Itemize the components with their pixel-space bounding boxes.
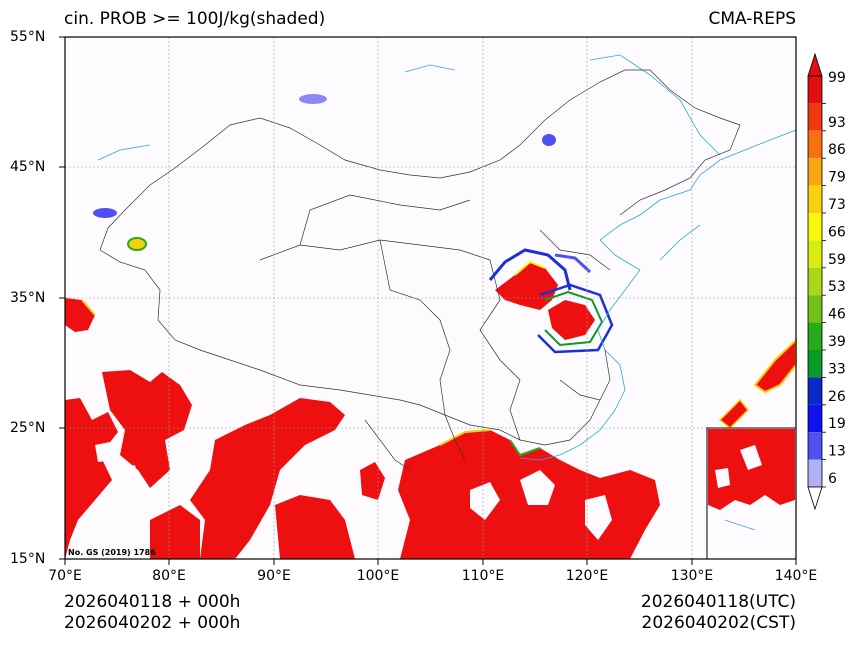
lat-label: 35°N (10, 290, 46, 306)
valid-time-utc: 2026040118(UTC) (640, 592, 796, 612)
colorbar-segment (808, 267, 822, 296)
forecast-time-right: 2026040118(UTC) 2026040202(CST) (641, 592, 796, 634)
colorbar-label: 39 (828, 334, 846, 350)
lat-label: 55°N (10, 29, 46, 45)
init-plus-lead-utc: 2026040118 + 000h (64, 592, 241, 612)
colorbar-label: 86 (828, 142, 846, 158)
lon-label: 90°E (257, 568, 291, 584)
colorbar-segment (808, 103, 822, 131)
lat-label: 25°N (10, 420, 46, 436)
colorbar-segment (808, 76, 822, 104)
colorbar-label: 99 (828, 70, 846, 86)
colorbar-label: 6 (828, 471, 837, 487)
valid-time-cst: 2026040202(CST) (641, 613, 796, 633)
south-china-sea-inset (706, 427, 797, 560)
colorbar-segment (808, 240, 822, 268)
colorbar-label: 13 (828, 444, 846, 460)
colorbar-segment (808, 350, 822, 378)
tick-marks (59, 36, 797, 565)
colorbar-segment (808, 213, 822, 241)
lat-label: 45°N (10, 159, 46, 175)
colorbar: 6 13 19 26 33 39 46 53 59 66 73 79 86 93 99 (807, 52, 846, 511)
lon-label: 110°E (461, 568, 505, 584)
map-approval-note: No. GS (2019) 1786 (68, 548, 156, 557)
colorbar-segment (808, 322, 822, 350)
colorbar-over-arrow (807, 52, 823, 77)
colorbar-label: 26 (828, 389, 846, 405)
lon-label: 80°E (152, 568, 186, 584)
colorbar-segment (808, 459, 822, 487)
colorbar-under-arrow (807, 486, 823, 511)
grid-lines (65, 37, 796, 559)
colorbar-label: 73 (828, 197, 846, 213)
lon-label: 70°E (48, 568, 82, 584)
colorbar-label: 79 (828, 170, 846, 186)
borders (99, 69, 741, 471)
lon-label: 140°E (774, 568, 818, 584)
colorbar-segment (808, 158, 822, 186)
probability-shading (65, 94, 797, 559)
colorbar-segment (808, 295, 822, 323)
colorbar-label: 59 (828, 252, 846, 268)
colorbar-label: 46 (828, 307, 846, 323)
colorbar-label: 66 (828, 224, 846, 240)
lon-label: 100°E (356, 568, 400, 584)
init-plus-lead-cst: 2026040202 + 000h (64, 613, 241, 633)
colorbar-label: 19 (828, 416, 846, 432)
colorbar-segment (808, 185, 822, 213)
colorbar-segment (808, 404, 822, 433)
colorbar-segment (808, 130, 822, 159)
map-title: cin. PROB >= 100J/kg(shaded) (64, 9, 326, 29)
colorbar-label: 33 (828, 361, 846, 377)
forecast-time-left: 2026040118 + 000h 2026040202 + 000h (64, 592, 240, 634)
model-name: CMA-REPS (708, 9, 796, 29)
colorbar-segment (808, 432, 822, 460)
lon-label: 130°E (670, 568, 714, 584)
colorbar-label: 53 (828, 279, 846, 295)
colorbar-segment (808, 377, 822, 405)
lat-label: 15°N (10, 551, 46, 567)
colorbar-label: 93 (828, 115, 846, 131)
lon-label: 120°E (565, 568, 609, 584)
